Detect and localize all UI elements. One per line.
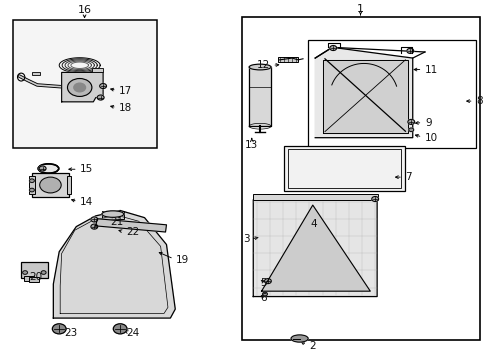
Text: 17: 17 — [119, 86, 132, 96]
Circle shape — [91, 217, 98, 222]
Text: 6: 6 — [260, 293, 266, 303]
Circle shape — [97, 95, 104, 100]
Polygon shape — [261, 205, 369, 291]
Polygon shape — [61, 72, 103, 102]
Circle shape — [29, 179, 34, 183]
Text: 18: 18 — [119, 103, 132, 113]
Circle shape — [29, 188, 34, 192]
Text: 22: 22 — [126, 227, 140, 237]
Polygon shape — [53, 211, 175, 318]
Circle shape — [22, 271, 27, 274]
Circle shape — [67, 78, 92, 96]
Ellipse shape — [248, 64, 270, 70]
Text: 5: 5 — [260, 278, 266, 288]
Text: 13: 13 — [244, 140, 258, 150]
Circle shape — [100, 84, 106, 89]
Bar — [307, 40, 475, 148]
Text: 15: 15 — [80, 164, 93, 174]
Circle shape — [408, 128, 413, 132]
Circle shape — [407, 120, 414, 125]
Ellipse shape — [290, 335, 307, 342]
Bar — [242, 17, 479, 339]
Ellipse shape — [38, 164, 59, 173]
Text: 7: 7 — [405, 172, 411, 182]
Bar — [283, 145, 405, 192]
Polygon shape — [322, 60, 407, 133]
Text: 21: 21 — [110, 217, 123, 227]
Text: 16: 16 — [78, 5, 91, 15]
Circle shape — [91, 224, 98, 229]
Circle shape — [262, 292, 267, 296]
Polygon shape — [249, 67, 271, 126]
Text: 23: 23 — [64, 328, 77, 338]
Bar — [102, 211, 124, 219]
Circle shape — [40, 177, 61, 193]
Circle shape — [406, 48, 413, 53]
Circle shape — [371, 197, 378, 202]
Circle shape — [113, 324, 127, 334]
Text: 4: 4 — [310, 219, 316, 229]
Text: 11: 11 — [424, 64, 437, 75]
Text: 19: 19 — [176, 255, 189, 265]
Text: 8: 8 — [475, 96, 482, 106]
Bar — [29, 277, 39, 282]
Bar — [288, 149, 400, 188]
Text: 24: 24 — [126, 328, 140, 338]
Text: 1: 1 — [356, 4, 363, 14]
Circle shape — [264, 279, 271, 284]
Bar — [253, 194, 377, 201]
Bar — [24, 276, 34, 281]
Bar — [13, 21, 157, 148]
Text: 14: 14 — [80, 197, 93, 207]
Circle shape — [74, 83, 85, 92]
Text: 10: 10 — [424, 133, 437, 143]
Bar — [277, 57, 298, 62]
Bar — [32, 72, 40, 75]
Circle shape — [41, 271, 46, 274]
Text: 20: 20 — [29, 272, 42, 282]
Bar — [66, 176, 71, 194]
Polygon shape — [96, 219, 166, 232]
Text: 12: 12 — [257, 60, 270, 70]
Polygon shape — [315, 47, 412, 138]
Circle shape — [329, 45, 336, 50]
Text: 9: 9 — [424, 118, 430, 128]
Bar — [21, 262, 48, 278]
Circle shape — [52, 324, 66, 334]
Polygon shape — [253, 195, 376, 297]
Text: 3: 3 — [242, 234, 249, 244]
Ellipse shape — [102, 211, 123, 217]
Bar — [32, 173, 69, 197]
Bar — [29, 176, 35, 194]
Bar — [92, 68, 103, 72]
Text: 2: 2 — [309, 341, 315, 351]
Circle shape — [39, 166, 46, 171]
